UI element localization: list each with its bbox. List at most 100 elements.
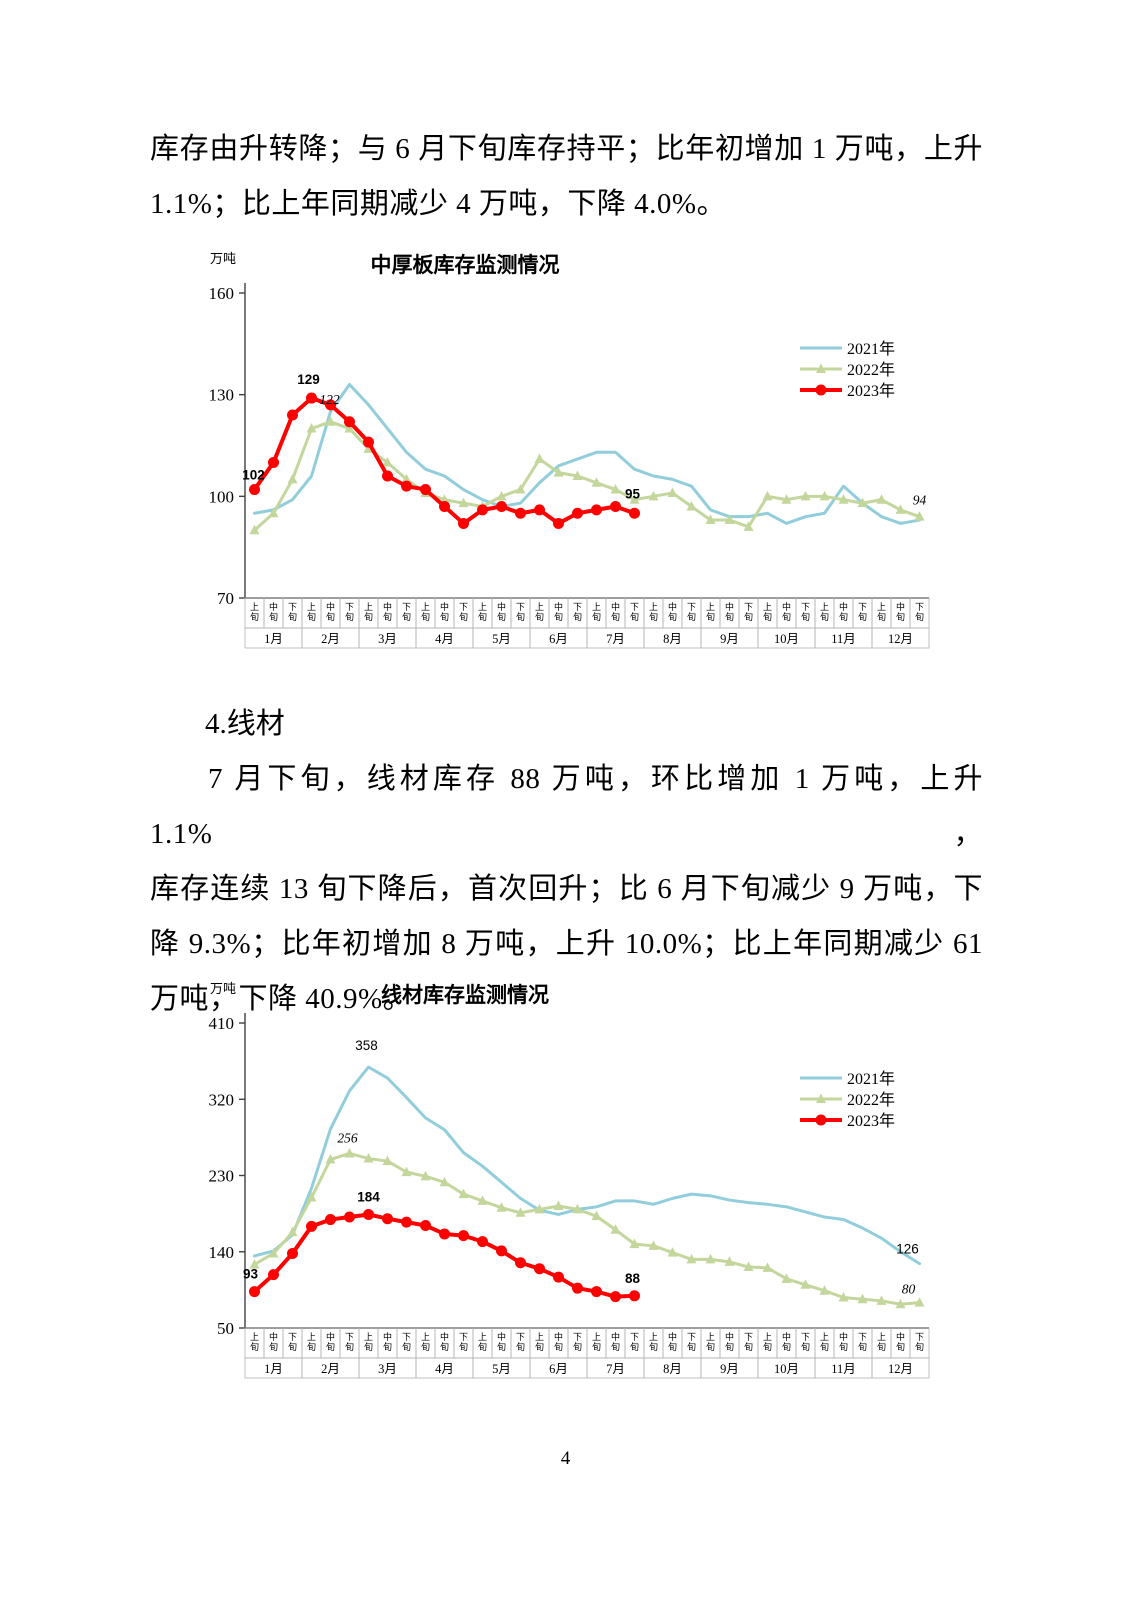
triangle-marker — [800, 1279, 811, 1289]
period-label: 中旬 — [383, 1331, 392, 1352]
month-label: 9月 — [720, 1362, 739, 1376]
triangle-marker — [420, 1170, 431, 1181]
month-label: 9月 — [720, 632, 739, 646]
triangle-marker — [629, 494, 640, 504]
circle-marker — [534, 1263, 545, 1275]
period-label: 下旬 — [915, 602, 924, 622]
triangle-marker — [610, 484, 621, 494]
period-label: 下旬 — [345, 1332, 354, 1352]
period-label: 上旬 — [763, 602, 772, 622]
period-label: 下旬 — [516, 1332, 525, 1352]
circle-marker — [515, 1257, 526, 1269]
circle-marker — [591, 1286, 602, 1298]
triangle-marker — [458, 1188, 469, 1199]
point-label: 256 — [337, 1130, 358, 1145]
period-label: 中旬 — [611, 1331, 620, 1352]
triangle-marker — [306, 423, 317, 433]
y-tick-label: 410 — [209, 1014, 235, 1033]
month-label: 11月 — [831, 1362, 856, 1376]
circle-marker — [496, 1245, 507, 1257]
period-label: 中旬 — [440, 1331, 449, 1352]
period-label: 上旬 — [820, 1332, 829, 1352]
legend-label: 2022年 — [847, 1091, 895, 1109]
period-label: 下旬 — [744, 602, 753, 622]
period-label: 上旬 — [364, 602, 373, 622]
month-label: 10月 — [774, 1362, 799, 1376]
period-label: 下旬 — [801, 1332, 810, 1352]
triangle-marker — [762, 490, 773, 501]
circle-marker — [458, 517, 469, 529]
period-label: 下旬 — [858, 602, 867, 622]
period-label: 上旬 — [592, 1332, 601, 1352]
section-heading: 4.线材 — [205, 708, 285, 740]
legend-label: 2023年 — [847, 382, 895, 400]
triangle-marker — [591, 477, 602, 487]
triangle-marker — [515, 484, 526, 494]
period-label: 中旬 — [611, 601, 620, 622]
period-label: 上旬 — [307, 1332, 316, 1352]
circle-marker — [477, 504, 488, 516]
period-label: 下旬 — [744, 1332, 753, 1352]
period-label: 上旬 — [421, 1332, 430, 1352]
month-label: 4月 — [435, 632, 454, 646]
month-label: 5月 — [492, 632, 511, 646]
period-label: 中旬 — [269, 601, 278, 622]
month-label: 5月 — [492, 1362, 511, 1376]
period-label: 上旬 — [877, 602, 886, 622]
period-label: 下旬 — [630, 602, 639, 622]
circle-marker — [591, 504, 602, 516]
legend-triangle-marker — [816, 1093, 826, 1103]
triangle-marker — [515, 1207, 526, 1217]
series-line-2021年 — [253, 1065, 921, 1266]
circle-marker — [344, 1211, 355, 1223]
triangle-marker — [325, 416, 336, 426]
period-label: 下旬 — [402, 602, 411, 622]
period-label: 中旬 — [269, 1331, 278, 1352]
circle-marker — [420, 1219, 431, 1231]
triangle-marker — [629, 1238, 640, 1249]
period-label: 下旬 — [801, 602, 810, 622]
period-label: 中旬 — [839, 601, 848, 622]
month-label: 10月 — [774, 632, 799, 646]
paragraph-line: 降 9.3%；比年初增加 8 万吨，上升 10.0%；比上年同期减少 61 — [150, 928, 983, 960]
point-label: 358 — [355, 1038, 378, 1053]
period-label: 中旬 — [896, 1331, 905, 1352]
period-label: 下旬 — [459, 1332, 468, 1352]
triangle-marker — [591, 1210, 602, 1221]
triangle-marker — [914, 511, 925, 521]
legend-triangle-marker — [816, 363, 826, 373]
series-line-2022年 — [253, 1151, 921, 1306]
triangle-marker — [249, 524, 260, 535]
period-label: 下旬 — [858, 1332, 867, 1352]
point-label: 129 — [297, 372, 320, 387]
month-label: 1月 — [264, 1362, 283, 1376]
month-cell — [871, 627, 930, 649]
intro-paragraph: 库存由升转降；与 6 月下旬库存持平；比年初增加 1 万吨，上升 1.1%；比上… — [150, 122, 983, 232]
point-label: 88 — [625, 1271, 641, 1286]
period-label: 上旬 — [592, 602, 601, 622]
period-label: 中旬 — [668, 1331, 677, 1352]
series-line-2021年 — [253, 383, 921, 525]
page-number: 4 — [560, 1448, 571, 1469]
circle-marker — [553, 517, 564, 529]
month-label: 8月 — [663, 1362, 682, 1376]
period-label: 中旬 — [554, 1331, 563, 1352]
triangle-marker — [439, 494, 450, 504]
period-label: 下旬 — [687, 1332, 696, 1352]
circle-marker — [629, 1290, 640, 1302]
month-label: 3月 — [378, 1362, 397, 1376]
triangle-marker — [724, 514, 735, 525]
circle-marker — [363, 436, 374, 448]
period-label: 中旬 — [839, 1331, 848, 1352]
circle-marker — [477, 1236, 488, 1248]
circle-marker — [249, 484, 260, 496]
wire-rod-inventory-chart: 线材库存监测情况 万吨 410 320 230 140 50 上旬 中旬 下旬 上旬 中旬 下旬 上旬 中旬… — [185, 978, 985, 1380]
period-label: 中旬 — [383, 601, 392, 622]
legend-label: 2023年 — [847, 1112, 895, 1130]
month-cell — [871, 1357, 930, 1379]
circle-marker — [420, 484, 431, 496]
triangle-marker — [648, 490, 659, 501]
y-tick-label: 160 — [209, 284, 235, 303]
month-label: 7月 — [606, 1362, 625, 1376]
